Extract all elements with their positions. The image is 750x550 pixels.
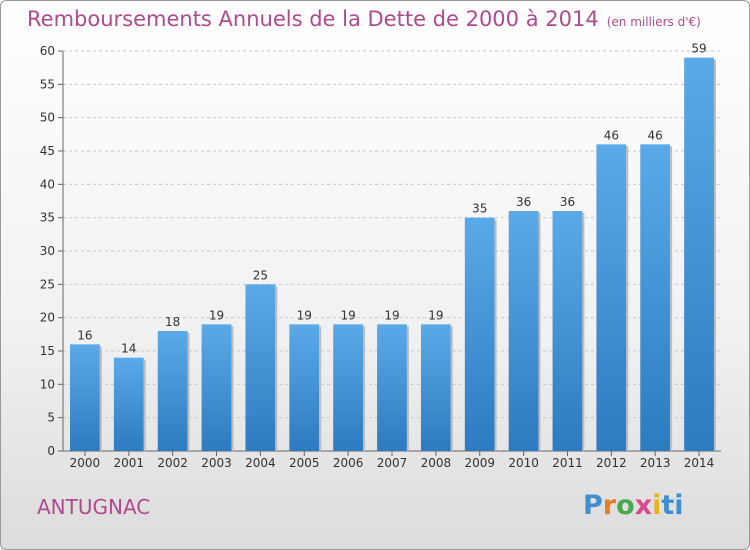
x-tick-label: 2002 — [157, 456, 188, 470]
x-tick-label: 2014 — [684, 456, 715, 470]
data-label: 19 — [297, 308, 312, 322]
bar-shadow — [143, 359, 146, 451]
data-label: 19 — [209, 308, 224, 322]
data-label: 35 — [472, 202, 487, 216]
x-tick-label: 2012 — [596, 456, 627, 470]
data-label: 19 — [384, 308, 399, 322]
data-label: 16 — [77, 328, 92, 342]
y-tick-label: 55 — [40, 77, 55, 91]
bar-shadow — [187, 333, 190, 451]
data-label: 46 — [648, 128, 663, 142]
bar — [157, 331, 188, 451]
chart-subtitle: (en milliers d'€) — [606, 15, 701, 29]
logo-letter: x — [634, 490, 653, 521]
bar — [113, 357, 144, 451]
proxiti-logo[interactable]: Proxiti — [583, 490, 684, 521]
y-tick-label: 20 — [40, 311, 55, 325]
logo-letter: ti — [661, 490, 684, 521]
bar — [552, 211, 583, 451]
commune-name: ANTUGNAC — [37, 495, 151, 519]
x-tick-label: 2004 — [245, 456, 276, 470]
data-label: 19 — [428, 308, 443, 322]
x-tick-label: 2008 — [421, 456, 452, 470]
data-label: 25 — [253, 268, 268, 282]
x-tick-label: 2000 — [70, 456, 101, 470]
y-tick-label: 5 — [47, 411, 55, 425]
y-tick-label: 50 — [40, 111, 55, 125]
bar-shadow — [363, 326, 366, 451]
bar-shadow — [538, 213, 541, 451]
bar — [70, 344, 100, 451]
x-tick-label: 2005 — [289, 456, 320, 470]
bar-shadow — [626, 146, 629, 452]
y-tick-label: 10 — [40, 377, 55, 391]
bar — [333, 324, 364, 451]
bar — [245, 284, 276, 451]
bar — [464, 217, 495, 451]
x-tick-label: 2001 — [114, 456, 145, 470]
bar — [289, 324, 320, 451]
bar — [508, 211, 539, 451]
y-tick-label: 35 — [40, 211, 55, 225]
y-tick-label: 0 — [47, 444, 55, 458]
data-label: 36 — [560, 195, 575, 209]
bar — [377, 324, 407, 451]
data-label: 36 — [516, 195, 531, 209]
bar — [596, 144, 627, 452]
data-label: 59 — [691, 42, 706, 56]
bar — [201, 324, 232, 451]
bar-shadow — [319, 326, 322, 451]
logo-letter: o — [616, 490, 635, 521]
chart-title-text: Remboursements Annuels de la Dette de 20… — [27, 7, 599, 31]
labels: 16 2000 14 2001 18 2002 19 2003 25 2004 19 2005 19 20… — [70, 42, 715, 470]
bar-shadow — [670, 146, 673, 452]
y-tick-label: 45 — [40, 144, 55, 158]
bar — [640, 144, 671, 452]
x-tick-label: 2011 — [552, 456, 583, 470]
bar — [684, 57, 714, 452]
data-label: 18 — [165, 315, 180, 329]
bars — [70, 57, 716, 452]
bar — [420, 324, 451, 451]
bar-shadow — [99, 346, 102, 451]
x-tick-label: 2013 — [640, 456, 671, 470]
y-tick-label: 40 — [40, 177, 55, 191]
y-tick-label: 15 — [40, 344, 55, 358]
bar-shadow — [406, 326, 409, 451]
chart-title: Remboursements Annuels de la Dette de 20… — [27, 7, 701, 31]
logo-letter: r — [602, 490, 617, 521]
y-tick-label: 30 — [40, 244, 55, 258]
data-label: 19 — [340, 308, 355, 322]
x-tick-label: 2010 — [508, 456, 539, 470]
bar-shadow — [275, 286, 278, 451]
bar-shadow — [582, 213, 585, 451]
logo-letter: P — [583, 490, 603, 521]
x-tick-label: 2006 — [333, 456, 364, 470]
x-tick-label: 2003 — [201, 456, 232, 470]
bar-shadow — [494, 219, 497, 451]
bar-shadow — [713, 59, 716, 452]
bar-shadow — [450, 326, 453, 451]
x-tick-label: 2007 — [377, 456, 408, 470]
logo-letter: i — [652, 490, 662, 521]
data-label: 14 — [121, 342, 136, 356]
x-tick-label: 2009 — [464, 456, 495, 470]
y-tick-label: 60 — [40, 44, 55, 58]
y-tick-label: 25 — [40, 277, 55, 291]
data-label: 46 — [604, 128, 619, 142]
bar-shadow — [231, 326, 234, 451]
